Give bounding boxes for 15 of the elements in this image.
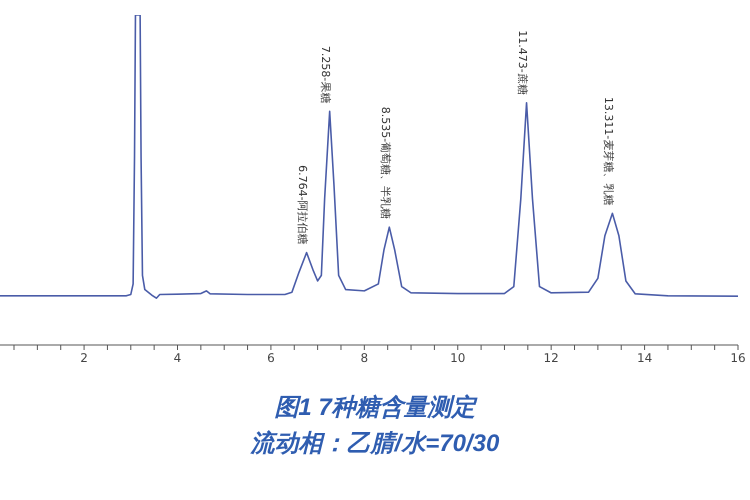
x-tick-label: 12 bbox=[544, 351, 559, 365]
text: 图1 7种糖含量测定 bbox=[273, 393, 478, 423]
annotation: 7.258-果糖 bbox=[319, 46, 332, 104]
annotation: 8.535-葡萄糖、半乳糖 bbox=[378, 106, 392, 220]
x-tick-label: 8 bbox=[360, 351, 368, 365]
text: 流动相：乙腈/水=70/30 bbox=[249, 429, 500, 459]
x-tick-label: 4 bbox=[174, 351, 182, 365]
x-tick-label: 14 bbox=[636, 351, 652, 365]
x-tick-label: 10 bbox=[450, 351, 466, 365]
x-tick-label: 2 bbox=[80, 351, 88, 365]
annotation: 6.764-阿拉伯糖 bbox=[296, 165, 310, 245]
x-tick-label: 16 bbox=[730, 351, 746, 365]
annotation: 13.311-麦芽糖、乳糖 bbox=[602, 96, 615, 206]
x-tick-label: 6 bbox=[267, 351, 275, 365]
annotation: 11.473-蔗糖 bbox=[516, 30, 530, 95]
